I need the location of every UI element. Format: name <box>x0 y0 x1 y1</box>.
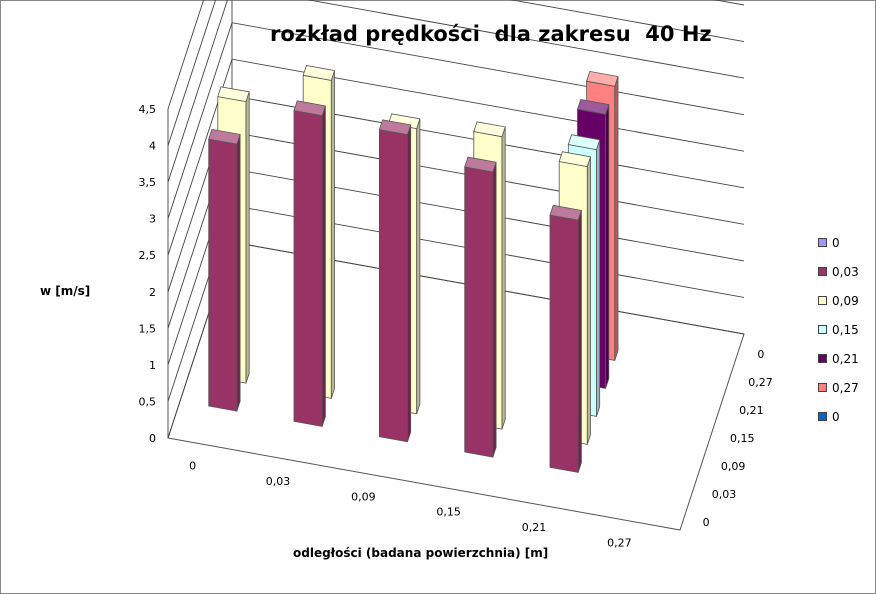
legend-label: 0,21 <box>832 351 859 366</box>
bar-top <box>586 70 619 87</box>
x-tick-label: 0,03 <box>266 475 291 488</box>
gridline <box>167 168 745 366</box>
legend-item: 0 <box>818 402 859 431</box>
bar <box>464 156 497 458</box>
x-tick-label: 0,15 <box>436 506 461 519</box>
legend-label: 0,15 <box>832 322 859 337</box>
bar-top <box>576 98 610 115</box>
bar-top <box>208 128 241 145</box>
bar-front <box>293 110 323 427</box>
legend-item: 0,09 <box>818 286 859 315</box>
legend-item: 0,15 <box>818 315 859 344</box>
bar <box>293 100 326 427</box>
gridline <box>167 58 745 256</box>
x-tick-label: 0,27 <box>607 536 632 549</box>
x-tick-label: 0,21 <box>522 521 547 534</box>
legend-label: 0 <box>832 235 840 250</box>
x-axis-label: odległości (badana powierzchnia) [m] <box>293 546 549 560</box>
bar-side <box>321 105 326 427</box>
legend-label: 0 <box>832 409 840 424</box>
legend-swatch <box>818 412 827 421</box>
legend-item: 0 <box>818 228 859 257</box>
legend-swatch <box>818 267 827 276</box>
depth-tick-label: 0,27 <box>748 376 773 389</box>
bar-top <box>378 119 412 136</box>
y-tick-label: 4,5 <box>139 103 157 116</box>
chart-legend: 0 0,03 0,09 0,15 0,21 0,27 0 <box>818 228 859 431</box>
chart-walls <box>167 0 745 531</box>
bar <box>378 119 412 443</box>
legend-label: 0,27 <box>832 380 859 395</box>
bar-side <box>614 76 619 361</box>
depth-tick-label: 0 <box>757 348 764 361</box>
bar-side <box>501 126 506 430</box>
x-tick-label: 0 <box>189 460 196 473</box>
chart-title: rozkład prędkości dla zakresu 40 Hz <box>270 22 712 46</box>
bar-side <box>586 156 591 445</box>
bar-top <box>549 204 582 221</box>
bar-top <box>217 86 250 103</box>
legend-swatch <box>818 383 827 392</box>
bar-side <box>330 70 335 399</box>
depth-tick-label: 0,21 <box>739 404 764 417</box>
y-tick-label: 1 <box>149 359 156 372</box>
bar-front <box>464 166 494 458</box>
bar-top <box>558 151 592 168</box>
bar-side <box>236 134 241 412</box>
gridline <box>167 131 745 329</box>
y-tick-label: 0 <box>149 432 156 445</box>
bar-side <box>492 162 497 458</box>
legend-item: 0,21 <box>818 344 859 373</box>
depth-tick-label: 0,03 <box>712 488 737 501</box>
bar <box>549 204 582 473</box>
x-tick-label: 0,09 <box>351 490 376 503</box>
bar-top <box>567 134 601 151</box>
legend-label: 0,03 <box>832 264 859 279</box>
legend-item: 0,27 <box>818 373 859 402</box>
bar-front <box>378 129 408 443</box>
bar-top <box>302 65 336 81</box>
bar-front <box>208 138 238 412</box>
gridline <box>167 0 745 183</box>
y-tick-label: 3 <box>149 213 156 226</box>
y-tick-label: 3,5 <box>139 176 157 189</box>
gridline <box>167 95 745 292</box>
legend-swatch <box>818 238 827 247</box>
depth-tick-label: 0 <box>703 516 710 529</box>
depth-tick-label: 0,15 <box>730 432 755 445</box>
legend-item: 0,03 <box>818 257 859 286</box>
y-tick-label: 0,5 <box>139 395 157 408</box>
gridline <box>167 22 745 219</box>
bar-side <box>407 124 412 442</box>
bar-side <box>577 210 582 473</box>
y-axis-label: w [m/s] <box>40 284 91 298</box>
gridline <box>167 241 745 439</box>
legend-swatch <box>818 296 827 305</box>
legend-swatch <box>818 325 827 334</box>
bar-side <box>605 104 610 389</box>
legend-label: 0,09 <box>832 293 859 308</box>
y-tick-label: 2 <box>149 286 156 299</box>
y-tick-label: 1,5 <box>139 322 157 335</box>
gridline <box>167 0 745 146</box>
bar-front <box>549 214 579 473</box>
chart-bars <box>208 65 619 473</box>
bar-top <box>473 121 506 138</box>
gridline <box>167 0 745 110</box>
gridline <box>167 204 745 402</box>
y-tick-label: 2,5 <box>139 249 157 262</box>
bar-side <box>245 91 250 384</box>
bar-top <box>293 100 326 117</box>
legend-swatch <box>818 354 827 363</box>
depth-tick-label: 0,09 <box>721 460 746 473</box>
bar-top <box>464 156 497 173</box>
bar-side <box>416 118 421 414</box>
chart-tick-labels: 0 0,5 1 1,5 2 2,5 3 3,5 4 4,5 0 0,03 0,09 0,15 0,21 0,2… <box>139 103 773 549</box>
y-tick-label: 4 <box>149 140 156 153</box>
chart-floor <box>167 241 745 531</box>
bar <box>208 128 241 412</box>
bar-side <box>596 139 601 417</box>
